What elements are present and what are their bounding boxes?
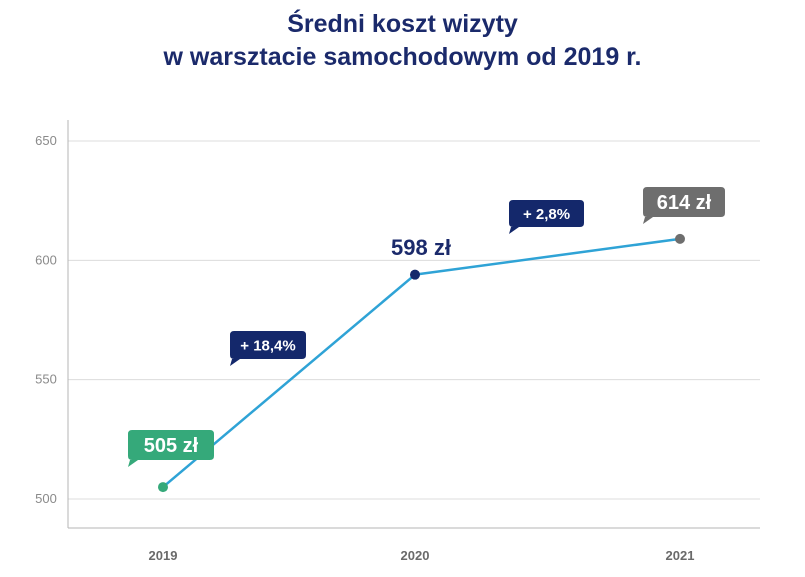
chart-title-line-2: w warsztacie samochodowym od 2019 r. [163, 43, 642, 71]
value-label-2021-text: 614 zł [657, 192, 712, 214]
data-point-2019 [158, 482, 168, 493]
change-label-2019-2020: + 18,4% [230, 331, 306, 366]
value-label-2019-text: 505 zł [144, 435, 199, 457]
change-label-2019-2020-bg [230, 331, 306, 366]
value-label-2021-bg [643, 187, 725, 224]
line-layer [158, 233, 685, 493]
change-label-2020-2021-text: + 2,8% [523, 206, 570, 223]
value-label-2019-bg [128, 430, 214, 467]
chart-title-line-1: Średni koszt wizyty [287, 10, 518, 38]
data-point-2021 [675, 233, 685, 244]
x-tick-label-2021: 2021 [666, 548, 695, 563]
y-tick-label-650: 650 [35, 133, 57, 148]
change-label-2019-2020-text: + 18,4% [240, 337, 295, 354]
data-point-2020 [410, 269, 420, 280]
value-label-2020: 598 zł [391, 235, 451, 260]
y-tick-label-550: 550 [35, 372, 57, 387]
change-label-2020-2021: + 2,8% [509, 200, 584, 234]
y-tick-label-500: 500 [35, 491, 57, 506]
y-tick-label-600: 600 [35, 252, 57, 267]
chart-title: Średni koszt wizyty w warsztacie samocho… [0, 8, 805, 74]
x-tick-label-2020: 2020 [401, 548, 430, 563]
change-label-2020-2021-bg [509, 200, 584, 234]
x-tick-label-2019: 2019 [149, 548, 178, 563]
value-label-2021: 614 zł [643, 187, 725, 224]
value-label-2019: 505 zł [128, 430, 214, 467]
axis-layer: 500 550 600 650 2019 2020 2021 [35, 120, 760, 563]
series-line [162, 237, 681, 489]
grid-layer [68, 140, 760, 500]
label-layer: 505 zł 598 zł 614 zł + 18,4% + 2,8% [128, 187, 725, 467]
